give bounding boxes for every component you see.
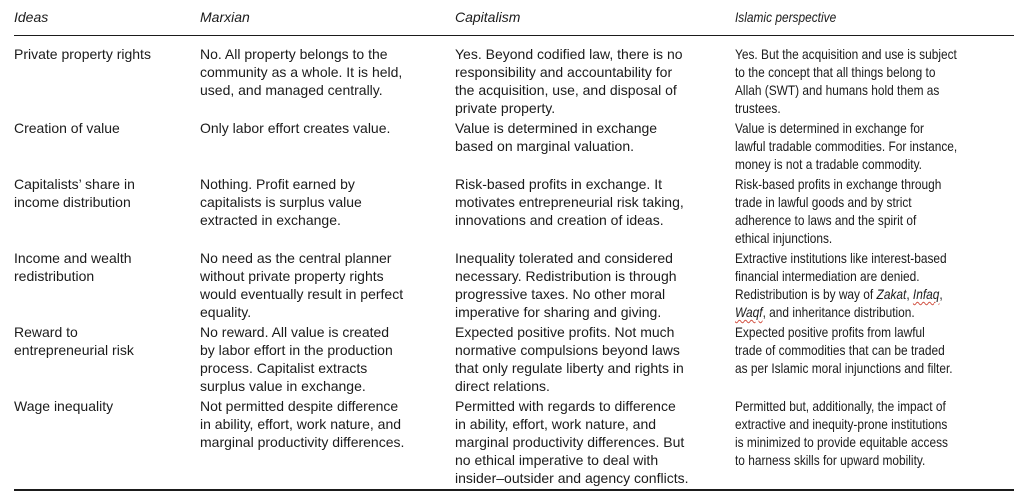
islamic-cell-text: Expected positive profits from lawful tr… bbox=[735, 324, 953, 376]
marxian-cell: Not permitted despite difference in abil… bbox=[200, 398, 405, 450]
islamic-cell: Permitted but, additionally, the impact … bbox=[735, 397, 1014, 490]
column-header-ideas: Ideas bbox=[14, 4, 200, 36]
column-header-capitalism: Capitalism bbox=[455, 4, 735, 36]
capitalism-cell: Yes. Beyond codified law, there is no re… bbox=[455, 46, 683, 116]
capitalism-cell: Inequality tolerated and considered nece… bbox=[455, 250, 677, 320]
marxian-cell: No. All property belongs to the communit… bbox=[200, 46, 403, 98]
text-segment: , and inheritance distribution. bbox=[762, 304, 915, 320]
term-infaq: Infaq bbox=[912, 286, 940, 302]
idea-cell: Capitalists’ share in income distributio… bbox=[14, 176, 135, 210]
idea-cell: Wage inequality bbox=[14, 398, 114, 414]
text-segment: , bbox=[906, 286, 913, 302]
idea-cell: Creation of value bbox=[14, 120, 120, 136]
table-row: Reward to entrepreneurial risk No reward… bbox=[14, 323, 1014, 397]
text-segment: Extractive institutions like interest-ba… bbox=[735, 250, 947, 302]
table-row: Private property rights No. All property… bbox=[14, 36, 1014, 120]
marxian-cell: Nothing. Profit earned by capitalists is… bbox=[200, 176, 362, 228]
marxian-cell: No need as the central planner without p… bbox=[200, 250, 404, 320]
islamic-cell: Expected positive profits from lawful tr… bbox=[735, 323, 1014, 397]
column-header-islamic-label: Islamic perspective bbox=[735, 9, 837, 25]
text-segment: , bbox=[939, 286, 943, 302]
islamic-cell: Extractive institutions like interest-ba… bbox=[735, 249, 1014, 323]
table-row: Wage inequality Not permitted despite di… bbox=[14, 397, 1014, 490]
header-row: Ideas Marxian Capitalism Islamic perspec… bbox=[14, 4, 1014, 36]
islamic-cell-text: Value is determined in exchange for lawf… bbox=[735, 120, 958, 172]
marxian-cell: No reward. All value is created by labor… bbox=[200, 324, 393, 394]
term-zakat: Zakat bbox=[876, 286, 907, 302]
capitalism-cell: Expected positive profits. Not much norm… bbox=[455, 324, 684, 394]
islamic-cell-text: Yes. But the acquisition and use is subj… bbox=[735, 46, 957, 116]
islamic-cell: Value is determined in exchange for lawf… bbox=[735, 119, 1014, 175]
idea-cell: Reward to entrepreneurial risk bbox=[14, 324, 134, 358]
marxian-cell: Only labor effort creates value. bbox=[200, 120, 391, 136]
islamic-cell-text: Risk-based profits in exchange through t… bbox=[735, 176, 942, 246]
column-header-marxian: Marxian bbox=[200, 4, 455, 36]
islamic-cell: Yes. But the acquisition and use is subj… bbox=[735, 36, 1014, 120]
capitalism-cell: Risk-based profits in exchange. It motiv… bbox=[455, 176, 684, 228]
comparison-table: Ideas Marxian Capitalism Islamic perspec… bbox=[14, 4, 1014, 491]
islamic-cell: Risk-based profits in exchange through t… bbox=[735, 175, 1014, 249]
term-waqf: Waqf bbox=[735, 304, 763, 320]
table-row: Creation of value Only labor effort crea… bbox=[14, 119, 1014, 175]
idea-cell: Income and wealth redistribution bbox=[14, 250, 132, 284]
table-row: Income and wealth redistribution No need… bbox=[14, 249, 1014, 323]
capitalism-cell: Permitted with regards to difference in … bbox=[455, 398, 689, 486]
islamic-cell-text: Permitted but, additionally, the impact … bbox=[735, 398, 948, 468]
capitalism-cell: Value is determined in exchange based on… bbox=[455, 120, 658, 154]
islamic-cell-text: Extractive institutions like interest-ba… bbox=[735, 249, 1014, 321]
table-row: Capitalists’ share in income distributio… bbox=[14, 175, 1014, 249]
idea-cell: Private property rights bbox=[14, 46, 151, 62]
column-header-islamic: Islamic perspective bbox=[735, 4, 1014, 36]
